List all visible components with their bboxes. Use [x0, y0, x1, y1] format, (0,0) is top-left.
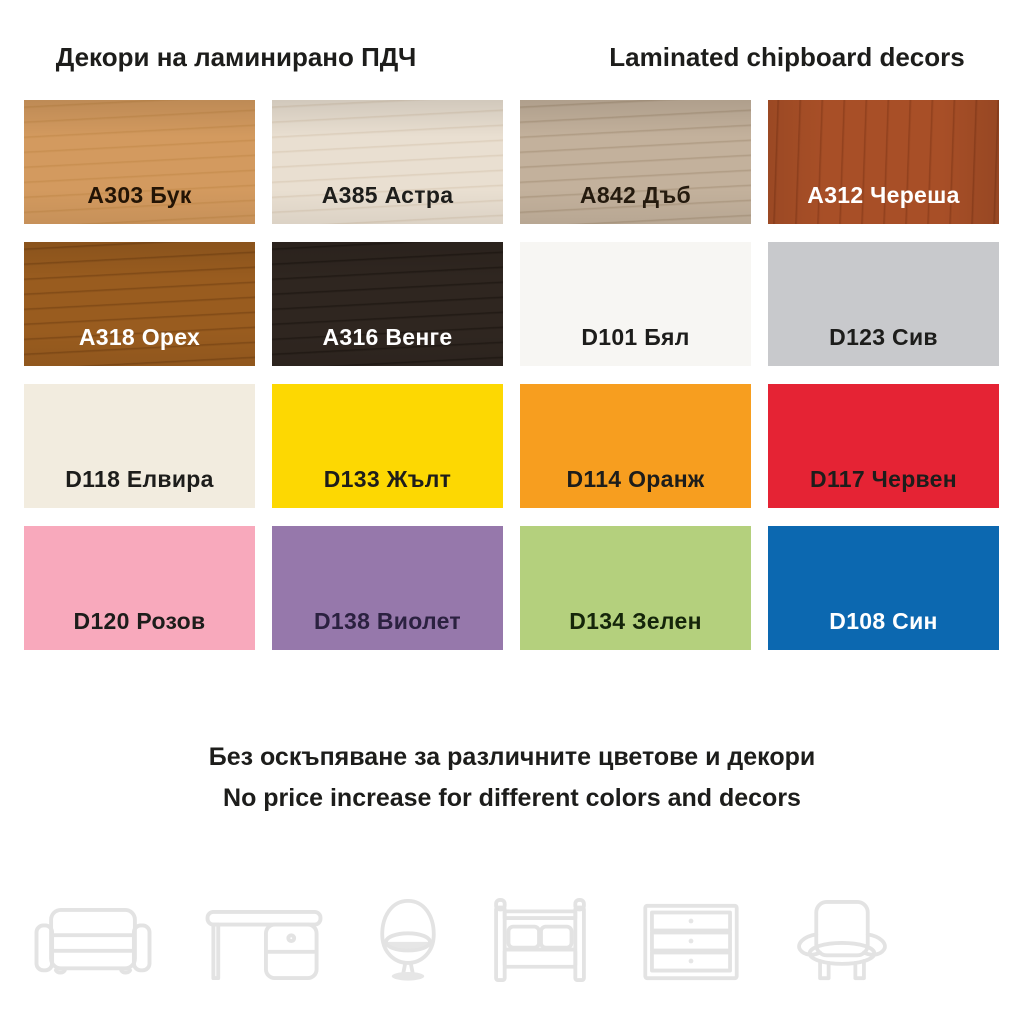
- decor-swatch-grid: A303 Бук A385 Астра A842 Дъб A312 Череша…: [24, 100, 999, 650]
- swatch-label: A316 Венге: [322, 324, 453, 350]
- footer-note-english: No price increase for different colors a…: [223, 784, 801, 812]
- swatch-d118-elvira: D118 Елвира: [24, 384, 255, 508]
- swatch-d117-cherven: D117 Червен: [768, 384, 999, 508]
- swatch-label: A842 Дъб: [579, 182, 692, 208]
- swatch-a318-oreh: A318 Орех: [24, 242, 255, 366]
- swatch-d134-zelen: D134 Зелен: [520, 526, 751, 650]
- swatch-a842-dab: A842 Дъб: [520, 100, 751, 224]
- swatch-label: D138 Виолет: [314, 608, 461, 634]
- swatch-a316-venge: A316 Венге: [272, 242, 503, 366]
- swatch-d108-sin: D108 Син: [768, 526, 999, 650]
- dresser-icon: [643, 903, 739, 981]
- egg-chair-icon: [379, 898, 436, 981]
- swatch-d120-rozov: D120 Розов: [24, 526, 255, 650]
- swatch-a312-cheresha: A312 Череша: [768, 100, 999, 224]
- bed-icon: [494, 898, 587, 982]
- swatch-label: D114 Оранж: [566, 466, 705, 492]
- page-title-bulgarian: Декори на ламинирано ПДЧ: [55, 42, 417, 72]
- swatch-label: D117 Червен: [810, 466, 957, 492]
- page-title-english: Laminated chipboard decors: [609, 42, 965, 72]
- swatch-a303-buk: A303 Бук: [24, 100, 255, 224]
- swatch-label: D133 Жълт: [323, 466, 452, 492]
- swatch-label: A312 Череша: [807, 182, 960, 208]
- swatch-label: D118 Елвира: [65, 466, 214, 492]
- swatch-d114-oranzh: D114 Оранж: [520, 384, 751, 508]
- swatch-d133-zhalt: D133 Жълт: [272, 384, 503, 508]
- swatch-label: D123 Сив: [829, 324, 938, 350]
- footer-note: Без оскъпяване за различните цветове и д…: [0, 737, 1024, 819]
- armchair-icon: [797, 900, 887, 981]
- swatch-label: A385 Астра: [321, 182, 454, 208]
- swatch-label: D134 Зелен: [569, 608, 702, 634]
- swatch-label: D101 Бял: [581, 324, 690, 350]
- furniture-icon-strip: [34, 896, 890, 982]
- swatch-a385-astra: A385 Астра: [272, 100, 503, 224]
- swatch-label: D108 Син: [829, 608, 938, 634]
- swatch-label: D120 Розов: [73, 608, 206, 634]
- footer-note-bulgarian: Без оскъпяване за различните цветове и д…: [208, 743, 816, 771]
- sofa-icon: [34, 907, 152, 975]
- desk-icon: [205, 909, 323, 981]
- swatch-label: A303 Бук: [87, 182, 192, 208]
- swatch-d101-byal: D101 Бял: [520, 242, 751, 366]
- swatch-label: A318 Орех: [78, 324, 201, 350]
- swatch-d138-violet: D138 Виолет: [272, 526, 503, 650]
- swatch-d123-siv: D123 Сив: [768, 242, 999, 366]
